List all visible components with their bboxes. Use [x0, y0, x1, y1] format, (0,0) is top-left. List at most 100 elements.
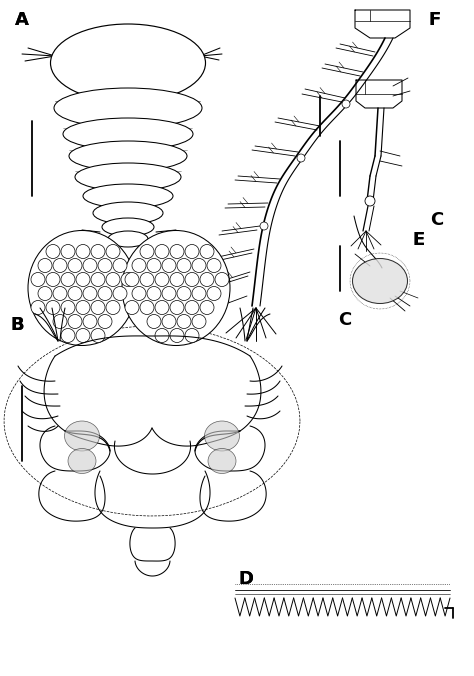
Ellipse shape	[75, 163, 181, 191]
Circle shape	[83, 314, 97, 329]
Circle shape	[192, 314, 206, 329]
Circle shape	[38, 287, 52, 301]
Text: D: D	[238, 570, 253, 588]
Circle shape	[185, 272, 199, 287]
Text: D: D	[238, 570, 253, 588]
Circle shape	[177, 258, 191, 272]
Circle shape	[68, 287, 82, 301]
Circle shape	[53, 258, 67, 272]
Circle shape	[113, 287, 127, 301]
Circle shape	[61, 301, 75, 314]
Circle shape	[125, 301, 139, 314]
Circle shape	[83, 287, 97, 301]
Ellipse shape	[69, 141, 187, 171]
Ellipse shape	[102, 218, 154, 236]
Circle shape	[53, 314, 67, 329]
Circle shape	[147, 258, 161, 272]
Circle shape	[185, 245, 199, 258]
Circle shape	[76, 329, 90, 343]
Text: A: A	[15, 11, 29, 29]
Circle shape	[342, 100, 350, 108]
Circle shape	[91, 272, 105, 287]
Circle shape	[207, 258, 221, 272]
Circle shape	[155, 329, 169, 343]
Text: C: C	[338, 311, 351, 329]
Circle shape	[170, 301, 184, 314]
Circle shape	[170, 245, 184, 258]
Circle shape	[106, 245, 120, 258]
Ellipse shape	[108, 231, 148, 247]
Circle shape	[192, 258, 206, 272]
Ellipse shape	[83, 184, 173, 208]
Ellipse shape	[122, 231, 230, 345]
Circle shape	[76, 272, 90, 287]
Circle shape	[365, 196, 375, 206]
Circle shape	[170, 272, 184, 287]
Circle shape	[207, 287, 221, 301]
Text: F: F	[428, 11, 440, 29]
Ellipse shape	[54, 88, 202, 128]
Text: B: B	[10, 316, 24, 334]
Circle shape	[106, 272, 120, 287]
Circle shape	[91, 301, 105, 314]
Ellipse shape	[51, 24, 206, 102]
Circle shape	[76, 245, 90, 258]
Circle shape	[162, 287, 176, 301]
Circle shape	[185, 301, 199, 314]
Text: F: F	[428, 11, 440, 29]
Circle shape	[106, 301, 120, 314]
Circle shape	[61, 245, 75, 258]
Circle shape	[147, 287, 161, 301]
Circle shape	[170, 329, 184, 343]
Circle shape	[68, 258, 82, 272]
Text: C: C	[430, 211, 443, 229]
Circle shape	[162, 314, 176, 329]
Ellipse shape	[93, 202, 163, 224]
Ellipse shape	[63, 118, 193, 150]
Circle shape	[91, 329, 105, 343]
Circle shape	[177, 287, 191, 301]
Circle shape	[200, 245, 214, 258]
Circle shape	[155, 301, 169, 314]
Circle shape	[162, 258, 176, 272]
Circle shape	[98, 314, 112, 329]
Circle shape	[132, 287, 146, 301]
Ellipse shape	[68, 448, 96, 473]
Circle shape	[200, 272, 214, 287]
Circle shape	[200, 301, 214, 314]
Circle shape	[61, 329, 75, 343]
Circle shape	[46, 245, 60, 258]
Circle shape	[113, 258, 127, 272]
Circle shape	[53, 287, 67, 301]
Circle shape	[76, 301, 90, 314]
Circle shape	[98, 287, 112, 301]
Circle shape	[68, 314, 82, 329]
Text: B: B	[10, 316, 24, 334]
Circle shape	[31, 301, 45, 314]
Circle shape	[38, 258, 52, 272]
Circle shape	[46, 301, 60, 314]
Circle shape	[140, 301, 154, 314]
Circle shape	[155, 245, 169, 258]
Circle shape	[147, 314, 161, 329]
Circle shape	[140, 272, 154, 287]
Circle shape	[177, 314, 191, 329]
Text: A: A	[15, 11, 29, 29]
Circle shape	[121, 272, 135, 287]
Circle shape	[31, 272, 45, 287]
Circle shape	[297, 154, 305, 162]
Circle shape	[83, 258, 97, 272]
Circle shape	[192, 287, 206, 301]
Circle shape	[140, 245, 154, 258]
Circle shape	[91, 245, 105, 258]
Circle shape	[98, 258, 112, 272]
Text: E: E	[412, 231, 424, 249]
Ellipse shape	[28, 231, 136, 345]
Circle shape	[260, 222, 268, 230]
Circle shape	[155, 272, 169, 287]
Ellipse shape	[64, 421, 100, 451]
Circle shape	[46, 272, 60, 287]
Text: E: E	[412, 231, 424, 249]
Ellipse shape	[353, 258, 408, 304]
Circle shape	[185, 329, 199, 343]
